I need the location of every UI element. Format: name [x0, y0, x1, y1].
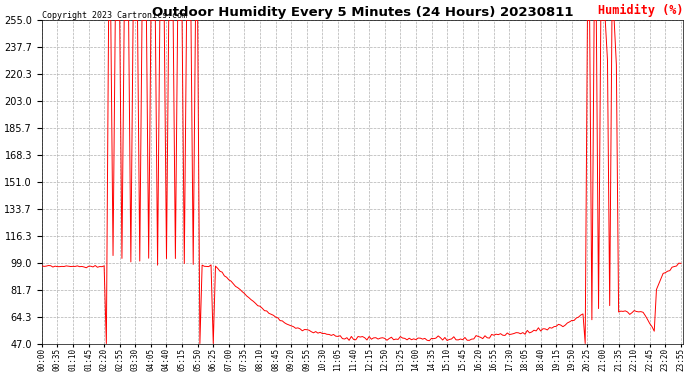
Text: Copyright 2023 Cartronics.com: Copyright 2023 Cartronics.com — [42, 11, 187, 20]
Title: Outdoor Humidity Every 5 Minutes (24 Hours) 20230811: Outdoor Humidity Every 5 Minutes (24 Hou… — [152, 6, 573, 19]
Text: Humidity (%): Humidity (%) — [598, 4, 683, 17]
